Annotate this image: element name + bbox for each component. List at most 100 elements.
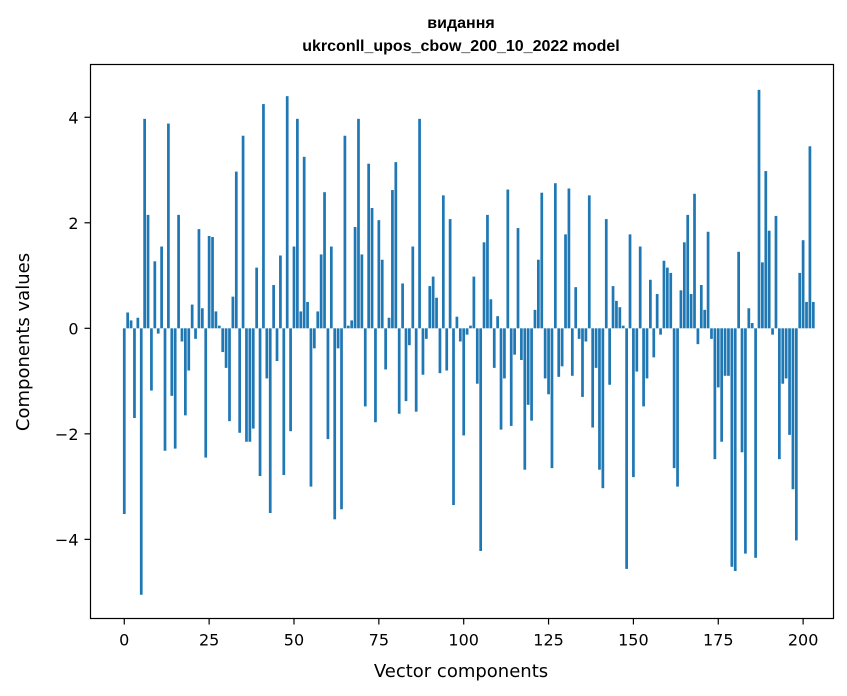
bar (594, 328, 598, 368)
bar (380, 259, 384, 329)
bar (632, 328, 635, 478)
bar (744, 328, 747, 554)
x-tick-label: 50 (284, 631, 304, 650)
bar (805, 301, 808, 329)
bar (628, 234, 632, 329)
bar (224, 328, 228, 368)
bar (601, 328, 605, 489)
bar (262, 104, 265, 329)
bar (720, 328, 724, 442)
bar (618, 307, 622, 329)
bar (350, 320, 354, 329)
bar (581, 328, 584, 397)
bar (791, 328, 795, 490)
bar (204, 328, 208, 458)
bar (200, 308, 204, 329)
bar (737, 251, 740, 329)
bar (676, 328, 679, 487)
bar (245, 328, 248, 442)
bar (167, 123, 170, 329)
x-tick-label: 25 (199, 631, 219, 650)
bar (553, 183, 557, 329)
bar (428, 286, 432, 329)
bar (282, 328, 286, 475)
y-tick-label: −4 (55, 530, 79, 549)
bar (248, 328, 252, 442)
bar (771, 328, 774, 335)
bar (574, 287, 578, 329)
bar (540, 192, 544, 329)
chart-title: видання (427, 15, 494, 32)
bar (761, 262, 764, 329)
bar (811, 301, 815, 329)
bar (163, 328, 167, 451)
bar (696, 328, 700, 345)
bar (652, 328, 656, 358)
bar (679, 290, 683, 329)
bar (492, 328, 496, 368)
bar (516, 228, 520, 329)
bar (689, 294, 693, 329)
bar (682, 242, 686, 329)
bar (659, 328, 662, 335)
bar (693, 193, 696, 329)
bar (448, 219, 452, 329)
bar (455, 316, 459, 329)
bar (472, 276, 476, 329)
bar (503, 328, 506, 379)
bar (781, 328, 785, 384)
bar (506, 189, 510, 329)
bar (784, 328, 788, 379)
bar (397, 328, 401, 414)
bar (625, 328, 628, 569)
bar (699, 285, 703, 329)
bar (482, 242, 486, 329)
x-tick-label: 100 (448, 631, 479, 650)
bar (655, 294, 659, 329)
bar (394, 162, 398, 329)
bar (122, 328, 126, 515)
bar (567, 188, 571, 329)
bar (374, 328, 377, 423)
bar (190, 304, 194, 329)
bar (184, 328, 187, 416)
bar (764, 171, 768, 329)
bar (187, 328, 191, 371)
bar (587, 195, 591, 329)
x-tick-label: 125 (533, 631, 564, 650)
bar (740, 328, 744, 453)
bar (591, 328, 595, 428)
bar (445, 328, 449, 371)
bar (289, 328, 292, 432)
bar (469, 325, 472, 329)
bar (329, 246, 333, 329)
bar (642, 328, 645, 407)
bar (234, 171, 238, 329)
bar (421, 328, 425, 375)
bar (431, 276, 435, 329)
bar (129, 320, 133, 329)
bar (292, 246, 296, 329)
bar (231, 296, 235, 329)
bar (706, 231, 710, 329)
bar (452, 328, 455, 506)
bar (774, 215, 778, 329)
bar (649, 279, 652, 329)
bar (309, 328, 313, 487)
bar (686, 214, 690, 329)
bar (323, 192, 326, 329)
bar (723, 328, 727, 376)
bar (747, 308, 751, 329)
bar (733, 328, 737, 572)
bar (713, 328, 717, 460)
bar (312, 328, 316, 349)
bar (710, 328, 713, 339)
bar (139, 328, 143, 595)
bar (496, 316, 499, 329)
chart-subtitle: ukrconll_upos_cbow_200_10_2022 model (302, 38, 619, 55)
bar (479, 328, 483, 551)
x-axis-label: Vector components (374, 661, 548, 682)
bar (703, 309, 707, 329)
bar (414, 328, 418, 412)
